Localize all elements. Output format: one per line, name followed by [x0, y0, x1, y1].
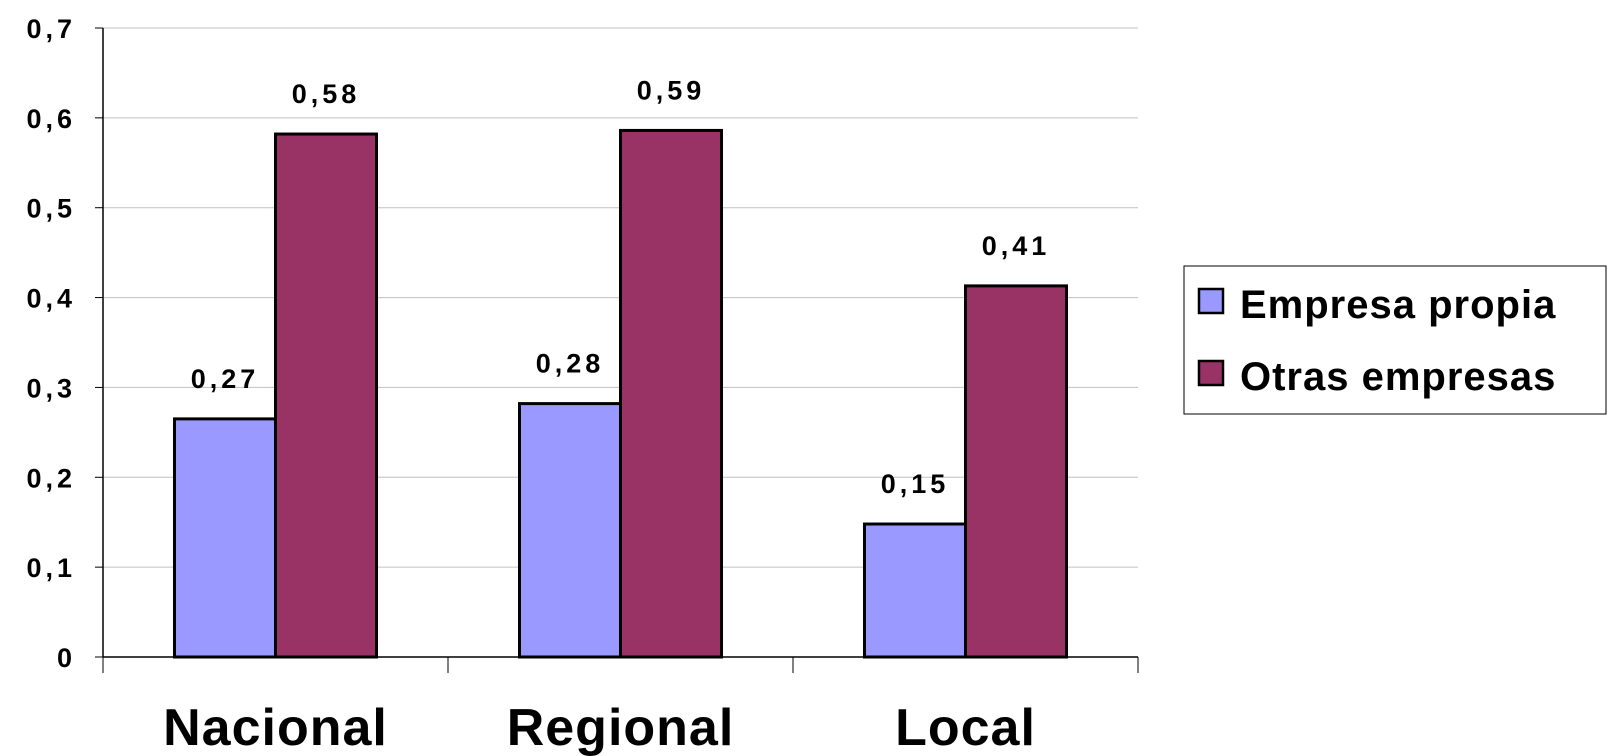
y-tick-label: 0,4: [26, 284, 76, 314]
legend-swatch: [1197, 287, 1225, 315]
y-tick-label: 0: [57, 643, 76, 673]
legend-box: [1183, 265, 1607, 415]
data-label: 0,59: [637, 75, 706, 105]
y-tick-label: 0,2: [26, 463, 76, 493]
y-tick-label: 0,3: [26, 373, 76, 403]
y-tick-label: 0,1: [26, 553, 76, 583]
category-label: Nacional: [163, 699, 388, 756]
data-label: 0,28: [536, 349, 605, 379]
legend-swatch: [1197, 359, 1225, 387]
bars: [173, 128, 1068, 659]
bar: [863, 522, 967, 659]
y-tick-label: 0,5: [26, 194, 76, 224]
legend: Empresa propia Otras empresas: [1183, 265, 1607, 415]
data-label: 0,27: [191, 364, 260, 394]
legend-label: Empresa propia: [1240, 283, 1556, 327]
data-label: 0,15: [881, 469, 950, 499]
bar: [274, 132, 378, 659]
labels: 0 0,1 0,2 0,3 0,4 0,5 0,6 0,7 0,27 0,58 Nacional 0,…: [26, 14, 1051, 756]
bar: [518, 402, 622, 659]
legend-label: Otras empresas: [1240, 355, 1556, 399]
y-tick-label: 0,6: [26, 104, 76, 134]
axes: [95, 27, 1139, 673]
category-label: Regional: [507, 699, 735, 756]
bar: [964, 284, 1068, 659]
category-label: Local: [895, 699, 1036, 756]
y-tick-label: 0,7: [26, 14, 76, 44]
bar: [173, 417, 277, 659]
data-label: 0,41: [982, 231, 1051, 261]
bar: [619, 128, 723, 659]
data-label: 0,58: [292, 79, 361, 109]
